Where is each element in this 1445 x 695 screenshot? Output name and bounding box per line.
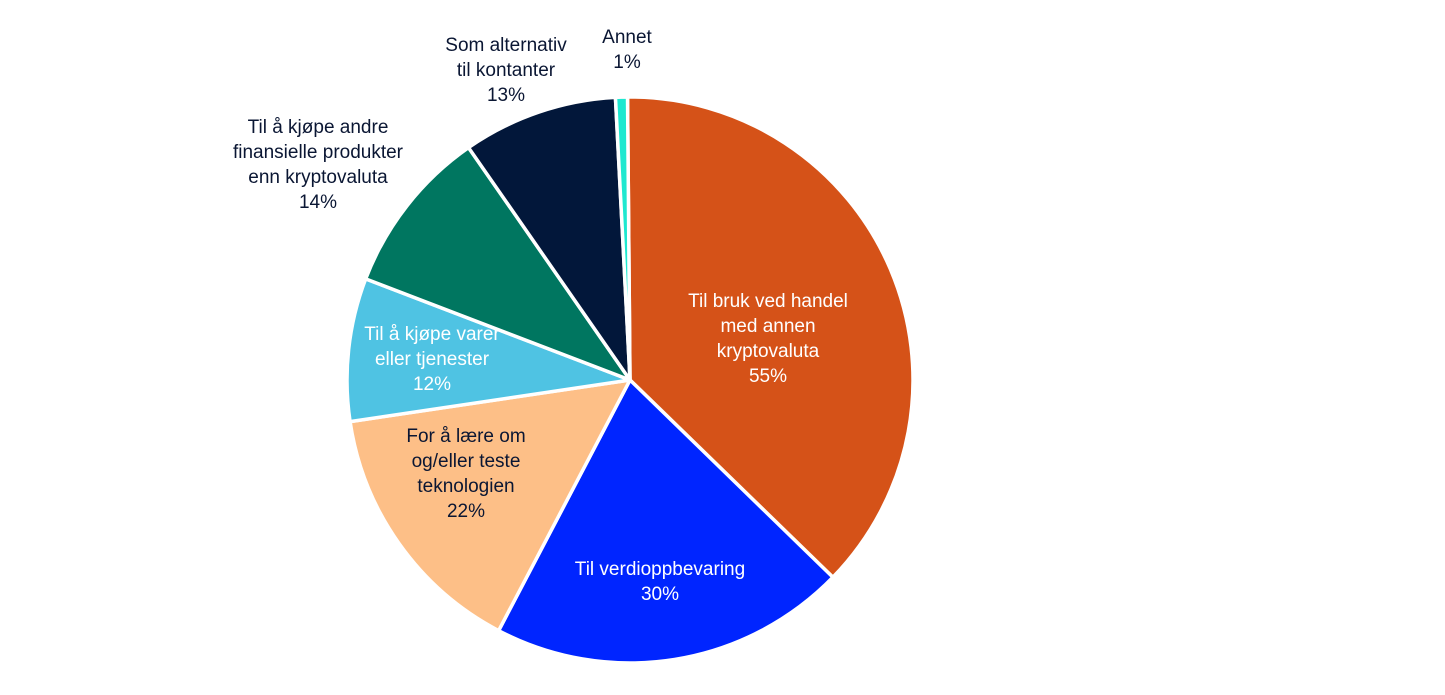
slice-label-3: For å lære om og/eller teste teknologien 22… (406, 426, 525, 522)
slice-label-line: teknologien (417, 476, 514, 497)
pie-slice-4 (345, 277, 632, 424)
slice-label-line: Til verdioppbevaring (575, 559, 745, 580)
slice-label-line: Annet (602, 27, 652, 48)
pie-slice-1 (625, 95, 915, 580)
slice-percent-label: 13% (487, 85, 525, 106)
slice-label-line: enn kryptovaluta (248, 167, 388, 188)
slice-percent-label: 12% (413, 374, 451, 395)
slice-label-1: Til bruk ved handel med annen kryptovaluta… (688, 291, 848, 387)
slice-label-line: Som alternativ (445, 35, 567, 56)
slice-label-4: Til å kjøpe varer eller tjenester 12% (364, 324, 500, 395)
pie-slice-2 (496, 378, 835, 665)
slice-label-line: eller tjenester (375, 349, 490, 370)
slice-label-line: Til å kjøpe varer (364, 324, 500, 345)
pie-slice-5 (363, 145, 632, 382)
slice-percent-label: 30% (641, 584, 679, 605)
slice-label-5: Til å kjøpe andre finansielle produkter en… (233, 117, 404, 213)
slice-label-line: og/eller teste (412, 451, 521, 472)
slice-label-7: Annet 1% (602, 27, 652, 73)
slice-label-line: For å lære om (406, 426, 525, 447)
pie-slice-3 (348, 378, 632, 633)
slice-label-2: Til verdioppbevaring 30% (575, 559, 745, 605)
slice-label-line: til kontanter (457, 60, 556, 81)
pie-slice-7 (613, 95, 632, 382)
slice-label-line: kryptovaluta (717, 341, 820, 362)
slice-percent-label: 55% (749, 366, 787, 387)
slice-percent-label: 1% (613, 52, 641, 73)
slice-label-line: finansielle produkter (233, 142, 404, 163)
slice-percent-label: 22% (447, 501, 485, 522)
slice-label-6: Som alternativ til kontanter 13% (445, 35, 567, 106)
slice-percent-label: 14% (299, 192, 337, 213)
slice-label-line: med annen (720, 316, 815, 337)
pie-slice-6 (466, 95, 632, 382)
slice-label-line: Til bruk ved handel (688, 291, 848, 312)
slice-label-line: Til å kjøpe andre (248, 117, 389, 138)
